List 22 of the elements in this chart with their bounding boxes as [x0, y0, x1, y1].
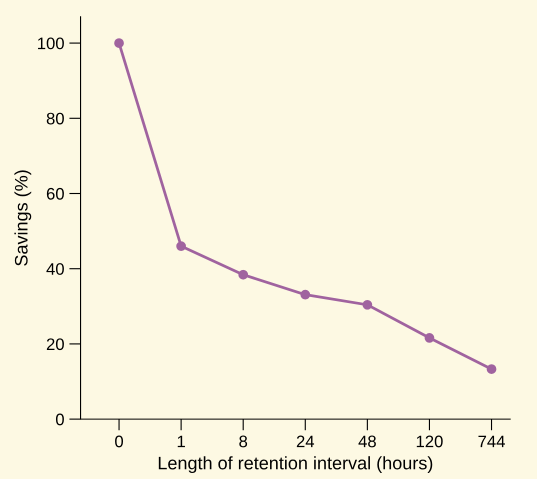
x-axis-title: Length of retention interval (hours): [158, 456, 432, 474]
point: [486, 364, 496, 374]
y-tick-label: 20: [46, 338, 64, 350]
point: [238, 270, 248, 280]
y-tick-label: 80: [46, 112, 64, 124]
y-tick-label: 60: [46, 188, 64, 200]
y-tick-label: 100: [38, 37, 64, 50]
x-tick-label: 744: [478, 436, 505, 448]
y-tick-label: 40: [46, 263, 64, 275]
y-axis-title: Savings (%): [14, 170, 32, 266]
x-tick-label: 8: [239, 436, 248, 448]
x-tick-label: 1: [178, 436, 185, 448]
point: [114, 38, 124, 48]
point: [176, 241, 186, 252]
y-tick-label: 0: [56, 414, 64, 426]
point: [362, 300, 372, 310]
point: [424, 333, 434, 343]
x-tick-label: 24: [296, 436, 314, 448]
point: [300, 290, 310, 300]
x-tick-label: 0: [115, 436, 124, 448]
x-tick-label: 120: [416, 436, 443, 448]
x-tick-label: 48: [358, 436, 376, 448]
